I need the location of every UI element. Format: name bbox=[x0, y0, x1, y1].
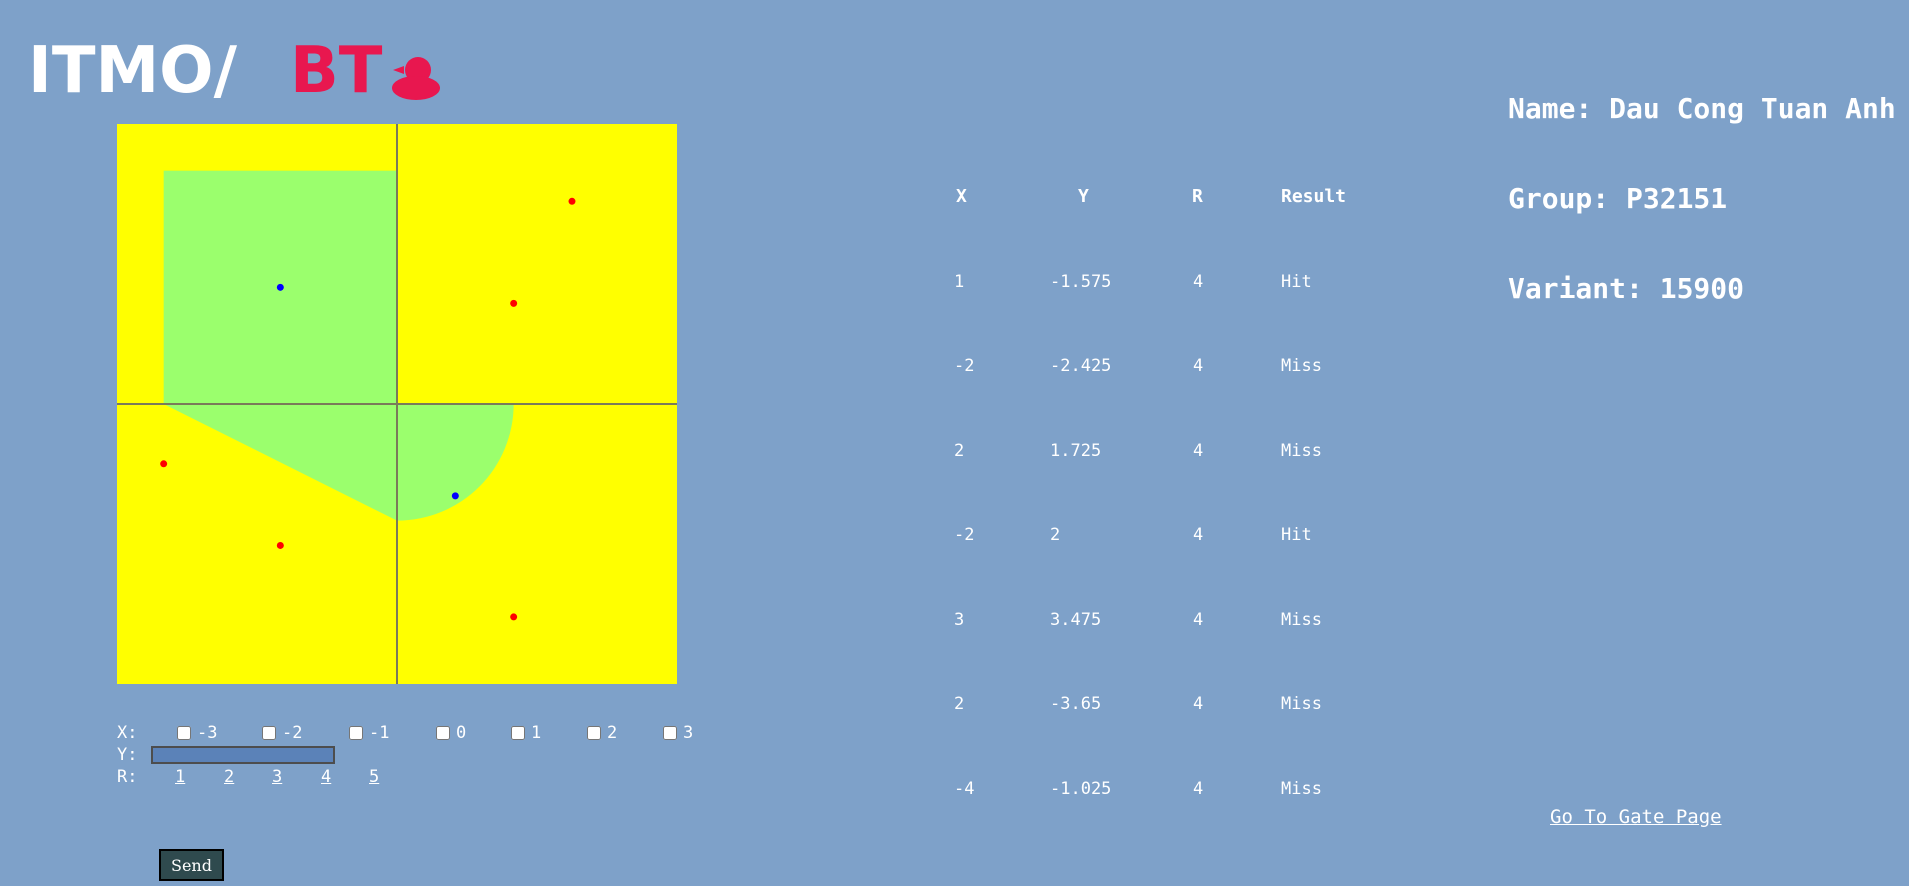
go-to-gate-link[interactable]: Go To Gate Page bbox=[1550, 806, 1722, 828]
hit-point bbox=[451, 492, 459, 500]
header-r: R bbox=[1192, 186, 1203, 207]
y-input[interactable] bbox=[151, 746, 335, 764]
cell-result: Miss bbox=[1281, 694, 1322, 714]
cell-y: -2.425 bbox=[1050, 356, 1112, 376]
r-option-link[interactable]: 5 bbox=[369, 767, 380, 787]
header-y: Y bbox=[1078, 186, 1089, 207]
r-option-link[interactable]: 1 bbox=[175, 767, 186, 787]
x-option-label: 2 bbox=[607, 723, 618, 743]
cell-result: Miss bbox=[1281, 610, 1322, 630]
miss-point bbox=[510, 613, 518, 621]
cell-result: Hit bbox=[1281, 272, 1312, 292]
x-option-label: -3 bbox=[197, 723, 218, 743]
cell-r: 4 bbox=[1193, 525, 1204, 545]
x-checkbox[interactable] bbox=[177, 726, 191, 740]
duck-icon bbox=[392, 57, 440, 100]
student-info: Name: Dau Cong Tuan Anh Group: P32151 Va… bbox=[1508, 34, 1896, 334]
cell-x: -4 bbox=[954, 779, 975, 799]
cell-x: 3 bbox=[954, 610, 965, 630]
cell-r: 4 bbox=[1193, 272, 1204, 292]
x-option[interactable]: 0 bbox=[436, 722, 466, 744]
cell-result: Hit bbox=[1281, 525, 1312, 545]
y-label: Y: bbox=[117, 745, 138, 765]
area-graph[interactable] bbox=[117, 124, 677, 684]
cell-y: -1.025 bbox=[1050, 779, 1112, 799]
cell-y: -1.575 bbox=[1050, 272, 1112, 292]
header-result: Result bbox=[1281, 186, 1347, 207]
x-option[interactable]: 2 bbox=[587, 722, 617, 744]
student-name: Name: Dau Cong Tuan Anh bbox=[1508, 92, 1896, 125]
x-option[interactable]: 3 bbox=[663, 722, 693, 744]
cell-x: -2 bbox=[954, 525, 975, 545]
x-option[interactable]: -3 bbox=[177, 722, 217, 744]
x-option-label: 0 bbox=[456, 723, 467, 743]
miss-point bbox=[510, 299, 518, 307]
x-checkbox[interactable] bbox=[262, 726, 276, 740]
r-option-link[interactable]: 4 bbox=[321, 767, 332, 787]
cell-r: 4 bbox=[1193, 694, 1204, 714]
cell-r: 4 bbox=[1193, 779, 1204, 799]
cell-r: 4 bbox=[1193, 356, 1204, 376]
x-option-label: 3 bbox=[683, 723, 694, 743]
cell-y: 2 bbox=[1050, 525, 1061, 545]
r-option-link[interactable]: 2 bbox=[224, 767, 235, 787]
x-option[interactable]: -1 bbox=[349, 722, 389, 744]
x-checkbox[interactable] bbox=[349, 726, 363, 740]
x-checkbox[interactable] bbox=[663, 726, 677, 740]
cell-r: 4 bbox=[1193, 441, 1204, 461]
cell-x: -2 bbox=[954, 356, 975, 376]
hit-point bbox=[276, 283, 284, 291]
x-option-label: -1 bbox=[369, 723, 390, 743]
x-checkbox[interactable] bbox=[587, 726, 601, 740]
plotted-points bbox=[160, 197, 576, 621]
r-option-link[interactable]: 3 bbox=[272, 767, 283, 787]
logo-left-text: ITMO/ bbox=[28, 34, 238, 102]
student-variant: Variant: 15900 bbox=[1508, 272, 1745, 305]
cell-y: 3.475 bbox=[1050, 610, 1102, 630]
r-label: R: bbox=[117, 767, 138, 787]
cell-result: Miss bbox=[1281, 356, 1322, 376]
cell-x: 2 bbox=[954, 694, 965, 714]
x-label: X: bbox=[117, 723, 138, 743]
cell-x: 1 bbox=[954, 272, 965, 292]
cell-y: -3.65 bbox=[1050, 694, 1102, 714]
send-button[interactable]: Send bbox=[159, 849, 224, 881]
cell-y: 1.725 bbox=[1050, 441, 1102, 461]
cell-x: 2 bbox=[954, 441, 965, 461]
area-triangle bbox=[163, 404, 397, 521]
header-x: X bbox=[956, 186, 967, 207]
x-option-label: 1 bbox=[531, 723, 542, 743]
x-checkbox[interactable] bbox=[511, 726, 525, 740]
x-option[interactable]: 1 bbox=[511, 722, 541, 744]
bottom-divider bbox=[0, 886, 1909, 888]
cell-result: Miss bbox=[1281, 779, 1322, 799]
logo-right-text: BT bbox=[290, 34, 383, 102]
graph-canvas[interactable] bbox=[117, 124, 677, 684]
miss-point bbox=[160, 460, 168, 468]
x-option[interactable]: -2 bbox=[262, 722, 302, 744]
x-checkbox[interactable] bbox=[436, 726, 450, 740]
student-group: Group: P32151 bbox=[1508, 182, 1728, 215]
miss-point bbox=[568, 197, 576, 205]
area-quarter-circle bbox=[397, 404, 514, 521]
itmo-bt-logo: ITMO/ BT bbox=[28, 30, 448, 108]
cell-r: 4 bbox=[1193, 610, 1204, 630]
cell-result: Miss bbox=[1281, 441, 1322, 461]
x-option-label: -2 bbox=[282, 723, 303, 743]
miss-point bbox=[276, 541, 284, 549]
